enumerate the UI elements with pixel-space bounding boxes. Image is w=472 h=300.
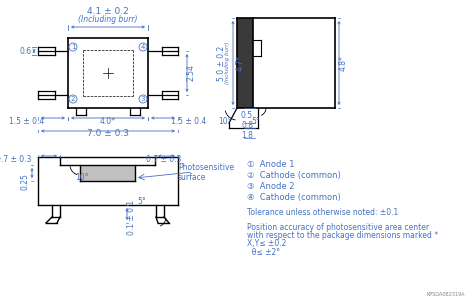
Bar — [80, 165, 135, 181]
Text: 1: 1 — [71, 44, 75, 50]
Text: Position accuracy of photosensitive area center: Position accuracy of photosensitive area… — [247, 223, 429, 232]
Text: Photosensitive
surface: Photosensitive surface — [178, 163, 234, 182]
Text: KPSDA0B2319A: KPSDA0B2319A — [427, 292, 465, 297]
Text: 0.5: 0.5 — [241, 112, 253, 121]
Text: 0.1 ± 0.1: 0.1 ± 0.1 — [126, 200, 135, 235]
Text: 4.1 ± 0.2: 4.1 ± 0.2 — [87, 8, 129, 16]
Text: 1.5 ± 0.4: 1.5 ± 0.4 — [171, 118, 207, 127]
Text: 0.7 ± 0.3: 0.7 ± 0.3 — [146, 155, 182, 164]
Text: 4.8*: 4.8* — [338, 55, 347, 71]
Text: 4.0*: 4.0* — [100, 118, 116, 127]
Text: (Including burr): (Including burr) — [78, 16, 138, 25]
Text: 4.7*: 4.7* — [236, 55, 244, 71]
Text: with respect to the package dimensions marked *: with respect to the package dimensions m… — [247, 231, 438, 240]
Text: 5.0 ± 0.2: 5.0 ± 0.2 — [218, 45, 227, 81]
Text: ③  Anode 2: ③ Anode 2 — [247, 182, 295, 191]
Text: 0.7 ± 0.3: 0.7 ± 0.3 — [0, 155, 32, 164]
Text: 10°: 10° — [218, 118, 232, 127]
Text: 0.6: 0.6 — [20, 46, 32, 56]
Text: 0.25: 0.25 — [20, 174, 29, 190]
Text: 10°: 10° — [75, 172, 89, 182]
Text: 3: 3 — [141, 96, 145, 102]
Text: 4: 4 — [141, 44, 145, 50]
Text: X,Y≤ ±0.2: X,Y≤ ±0.2 — [247, 239, 287, 248]
Text: (Including burr): (Including burr) — [226, 42, 230, 84]
Text: 7.0 ± 0.3: 7.0 ± 0.3 — [87, 128, 129, 137]
Text: 1.8: 1.8 — [241, 130, 253, 140]
Text: Tolerance unless otherwise noted: ±0.1: Tolerance unless otherwise noted: ±0.1 — [247, 208, 398, 217]
Text: θ≤ ±2°: θ≤ ±2° — [247, 248, 280, 257]
Text: ①  Anode 1: ① Anode 1 — [247, 160, 295, 169]
Text: ④  Cathode (common): ④ Cathode (common) — [247, 193, 341, 202]
Text: 5°: 5° — [252, 118, 261, 127]
Text: 0.8: 0.8 — [241, 121, 253, 130]
Text: 5°: 5° — [138, 197, 146, 206]
Bar — [237, 18, 253, 108]
Text: 1.5 ± 0.4: 1.5 ± 0.4 — [9, 118, 45, 127]
Text: 2: 2 — [71, 96, 75, 102]
Text: ②  Cathode (common): ② Cathode (common) — [247, 171, 341, 180]
Text: 2.54: 2.54 — [186, 64, 195, 81]
